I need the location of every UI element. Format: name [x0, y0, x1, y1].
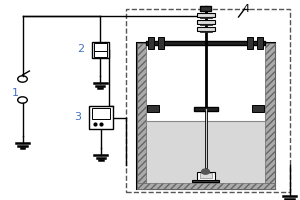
Bar [200, 17, 211, 18]
Bar [196, 13, 214, 17]
Bar [196, 172, 214, 180]
Bar [196, 20, 214, 24]
Bar [257, 38, 263, 48]
Bar [192, 180, 219, 182]
Bar [92, 108, 110, 119]
Bar [247, 38, 253, 48]
Bar [200, 31, 211, 32]
Bar [200, 24, 211, 25]
Bar [136, 43, 274, 189]
Text: 3: 3 [74, 112, 81, 122]
Bar [252, 105, 264, 112]
Bar [200, 173, 211, 178]
Bar [126, 9, 290, 192]
Bar [88, 106, 113, 129]
Bar [158, 38, 164, 48]
Bar [146, 121, 265, 183]
Text: 2: 2 [77, 44, 84, 54]
Bar [146, 41, 265, 45]
Bar [196, 27, 214, 31]
Bar [148, 38, 154, 48]
Bar [147, 105, 159, 112]
Circle shape [202, 169, 209, 174]
Bar [94, 43, 107, 51]
Bar [94, 51, 107, 57]
Bar [92, 42, 109, 58]
Bar [265, 43, 274, 189]
Bar [194, 107, 218, 111]
Bar [136, 183, 274, 189]
Bar [200, 6, 211, 11]
Bar [136, 43, 146, 189]
Text: 1: 1 [12, 88, 19, 98]
Text: 4: 4 [242, 4, 250, 14]
